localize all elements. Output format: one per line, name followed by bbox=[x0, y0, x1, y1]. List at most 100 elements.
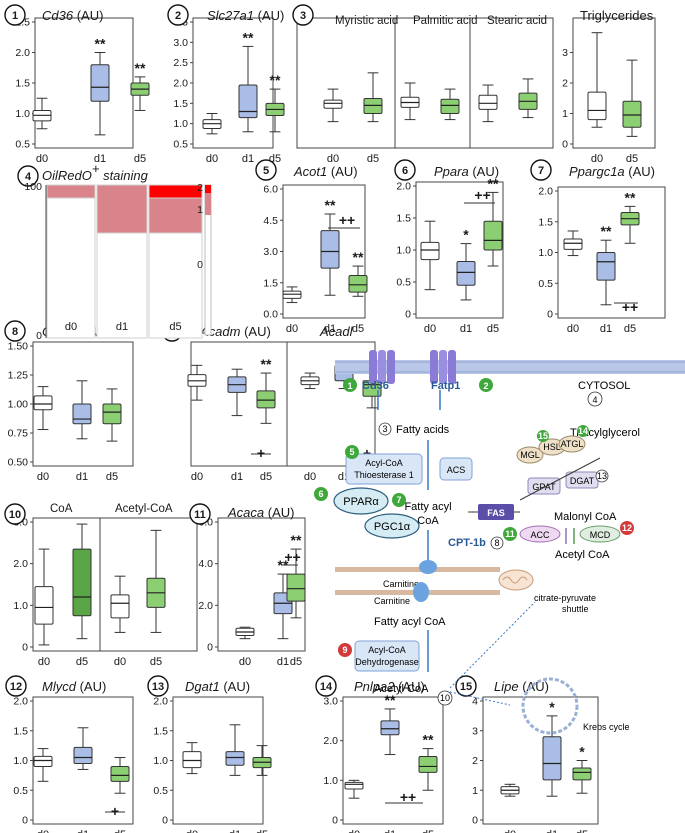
chart-p5-box-d5 bbox=[348, 274, 368, 293]
badge-14-label: 14 bbox=[578, 426, 588, 436]
chart-p3-box-d5 bbox=[363, 97, 383, 114]
badge-9-label: 9 bbox=[342, 645, 347, 655]
chart-p10-ytick-label: 2.0 bbox=[13, 558, 28, 570]
panel-p14-number: 14 bbox=[320, 681, 333, 693]
panel-p11-number-badge bbox=[189, 503, 211, 525]
badge-13 bbox=[595, 469, 609, 483]
chart-p9-bottom-significance: + bbox=[363, 445, 371, 461]
acc-enzyme bbox=[519, 525, 561, 543]
chart-p8-ytick-label: 0.75 bbox=[8, 428, 29, 440]
acetyl-coa-top-label: Acetyl CoA bbox=[555, 549, 610, 561]
chart-p13-ytick-label: 1.0 bbox=[153, 755, 168, 767]
chart-p10-box-d5 bbox=[72, 548, 92, 617]
chart-p12-box-d5 bbox=[110, 765, 130, 782]
chart-p7-significance: ** bbox=[625, 189, 636, 205]
chart-p11-ytick-label: 0 bbox=[207, 642, 213, 654]
chart-p12-ytick-label: 1.5 bbox=[13, 725, 28, 737]
mgl-enzyme bbox=[516, 446, 544, 464]
chart-p13-xtick-label: d5 bbox=[256, 829, 268, 833]
chart-p4-legend-label: 2 bbox=[197, 182, 203, 194]
chart-p7-ytick-label: 0 bbox=[547, 309, 553, 321]
chart-p3-xtick-label: d5 bbox=[367, 153, 379, 165]
acetyl-coa-mito-label: Acetyl CoA bbox=[374, 683, 429, 695]
chart-p13-xtick-label: d0 bbox=[186, 829, 198, 833]
chart-p1-ytick-label: 1.5 bbox=[15, 78, 30, 90]
chart-p1 bbox=[32, 17, 150, 149]
chart-p1-xtick-label: d5 bbox=[134, 153, 146, 165]
chart-p7-box-d1 bbox=[596, 252, 616, 281]
chart-p4-ytick-label: 100 bbox=[24, 181, 42, 193]
fas-box bbox=[478, 504, 514, 520]
chart-p15-xtick-label: d1 bbox=[546, 829, 558, 833]
badge-8-label: 8 bbox=[494, 538, 499, 548]
badge-6 bbox=[314, 487, 328, 501]
chart-p10-xtick-label: d0 bbox=[114, 656, 126, 668]
chart-p1-ytick-label: 2.0 bbox=[15, 47, 30, 59]
chart-p4-column-label: d5 bbox=[169, 321, 181, 333]
badge-5-label: 5 bbox=[349, 447, 354, 457]
chart-p4-title: OilRedO+ staining bbox=[42, 161, 149, 184]
chart-p8-ytick-label: 1.50 bbox=[8, 341, 29, 353]
panel-p4-number: 4 bbox=[25, 171, 32, 183]
chart-p3-box-d0 bbox=[323, 99, 343, 109]
chart-p6-title: Ppara (AU) bbox=[434, 164, 499, 179]
chart-p3-box-g3 bbox=[440, 98, 460, 115]
chart-p14-title: Pnlpa2 (AU) bbox=[354, 679, 425, 694]
panel-p15-number-badge bbox=[455, 675, 477, 697]
chart-p9-xtick-label: d0 bbox=[191, 471, 203, 483]
chart-p2-ytick-label: 0.5 bbox=[173, 139, 188, 151]
chart-p8-box-d5 bbox=[102, 403, 122, 425]
ppara-label: PPARα bbox=[343, 496, 379, 508]
chart-p4-legend-2 bbox=[205, 185, 211, 193]
panel-p5-number: 5 bbox=[263, 165, 269, 177]
chart-p15-significance: * bbox=[549, 699, 555, 715]
carnitine-label-1: Carnitine bbox=[383, 579, 419, 589]
badge-2-label: 2 bbox=[483, 381, 488, 391]
thioesterase-label-1: Acyl-CoA bbox=[365, 458, 403, 468]
chart-p3b-box-d5 bbox=[622, 100, 642, 128]
chart-p11-box-d5 bbox=[286, 573, 306, 602]
chart-p14-ytick-label: 1.0 bbox=[323, 775, 338, 787]
panel-p6-number-badge bbox=[394, 159, 416, 181]
badge-7 bbox=[392, 493, 406, 507]
gpat-box bbox=[527, 477, 561, 495]
panel-p12-number-badge bbox=[5, 675, 27, 697]
chart-p10-xtick-label: d5 bbox=[76, 656, 88, 668]
krebs-cycle-label: Krebs cycle bbox=[583, 722, 630, 732]
chart-p5-bracket-label: ++ bbox=[339, 212, 355, 228]
chart-p11 bbox=[215, 517, 306, 652]
chart-p8-box-d0 bbox=[33, 395, 53, 411]
chart-p15-ytick-label: 1 bbox=[472, 785, 478, 797]
chart-p5-xtick-label: d5 bbox=[352, 323, 364, 335]
mcd-label: MCD bbox=[590, 530, 611, 540]
chart-p4-column-label: d0 bbox=[65, 321, 77, 333]
chart-p2-ytick-label: 2.0 bbox=[173, 78, 188, 90]
fatty-acyl-coa-label-1: Fatty acyl bbox=[404, 501, 451, 513]
chart-p6-box-d1 bbox=[456, 261, 476, 286]
badge-4-label: 4 bbox=[592, 395, 597, 405]
tag-arrow bbox=[519, 457, 601, 501]
chart-p6-significance: * bbox=[463, 227, 469, 243]
chart-p3b-ytick-label: 1 bbox=[562, 108, 568, 120]
chart-p7 bbox=[555, 186, 666, 319]
panel-p10-number-badge bbox=[4, 503, 26, 525]
chart-p5-xtick-label: d0 bbox=[286, 323, 298, 335]
chart-p15-ytick-label: 4 bbox=[472, 696, 478, 708]
badge-6-label: 6 bbox=[318, 489, 323, 499]
badge-1-label: 1 bbox=[347, 381, 352, 391]
chart-p13-ytick-label: 2.0 bbox=[153, 696, 168, 708]
badge-3-label: 3 bbox=[382, 424, 387, 434]
panel-p3-number-badge bbox=[292, 4, 314, 26]
chart-p11-xtick-label: d5 bbox=[290, 656, 302, 668]
chart-p11-bracket-label: ++ bbox=[284, 549, 300, 565]
chart-p14-ytick-label: 2.0 bbox=[323, 735, 338, 747]
chart-p3b-title: Triglycerides bbox=[580, 8, 654, 23]
chart-p9-xtick-label: d1 bbox=[231, 471, 243, 483]
chart-p5-box-d1 bbox=[320, 230, 340, 269]
chart-p12-box-d1 bbox=[73, 746, 93, 764]
chart-p14-xtick-label: d5 bbox=[422, 829, 434, 833]
chart-p15-xtick-label: d0 bbox=[504, 829, 516, 833]
chart-p8-xtick-label: d0 bbox=[37, 471, 49, 483]
